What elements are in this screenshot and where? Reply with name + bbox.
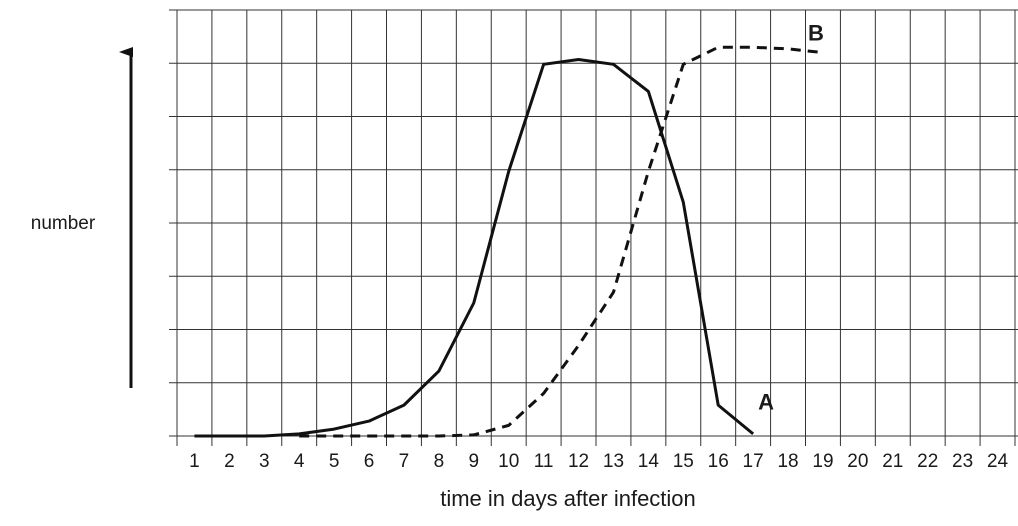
x-tick-label: 24 [987,451,1009,472]
series-line [299,45,824,438]
x-tick-label: 21 [882,451,903,472]
x-tick-label: 14 [638,451,660,472]
x-tick-label: 10 [498,451,519,472]
x-tick-label: 13 [603,451,624,472]
x-tick-label: 18 [777,451,798,472]
x-tick-label: 4 [294,451,305,472]
x-tick-label: 1 [189,451,200,472]
y-axis-label: number [31,213,96,234]
x-tick-label: 19 [812,451,833,472]
x-tick-label: 5 [329,451,340,472]
x-tick-label: 22 [917,451,938,472]
x-tick-label: 15 [673,451,694,472]
x-tick-label: 8 [434,451,445,472]
x-tick-label: 12 [568,451,589,472]
x-tick-label: 20 [847,451,868,472]
x-tick-label: 17 [743,451,764,472]
series-label: A [758,390,774,415]
series-label: B [808,20,824,45]
x-tick-label: 23 [952,451,973,472]
x-tick-label: 6 [364,451,375,472]
x-axis-label: time in days after infection [440,486,696,511]
x-tick-label: 3 [259,451,270,472]
x-tick-label: 7 [399,451,410,472]
x-tick-label: 9 [469,451,480,472]
x-tick-label: 16 [708,451,729,472]
x-tick-label: 2 [224,451,235,472]
x-tick-label: 11 [534,451,554,472]
series-line [194,58,755,438]
